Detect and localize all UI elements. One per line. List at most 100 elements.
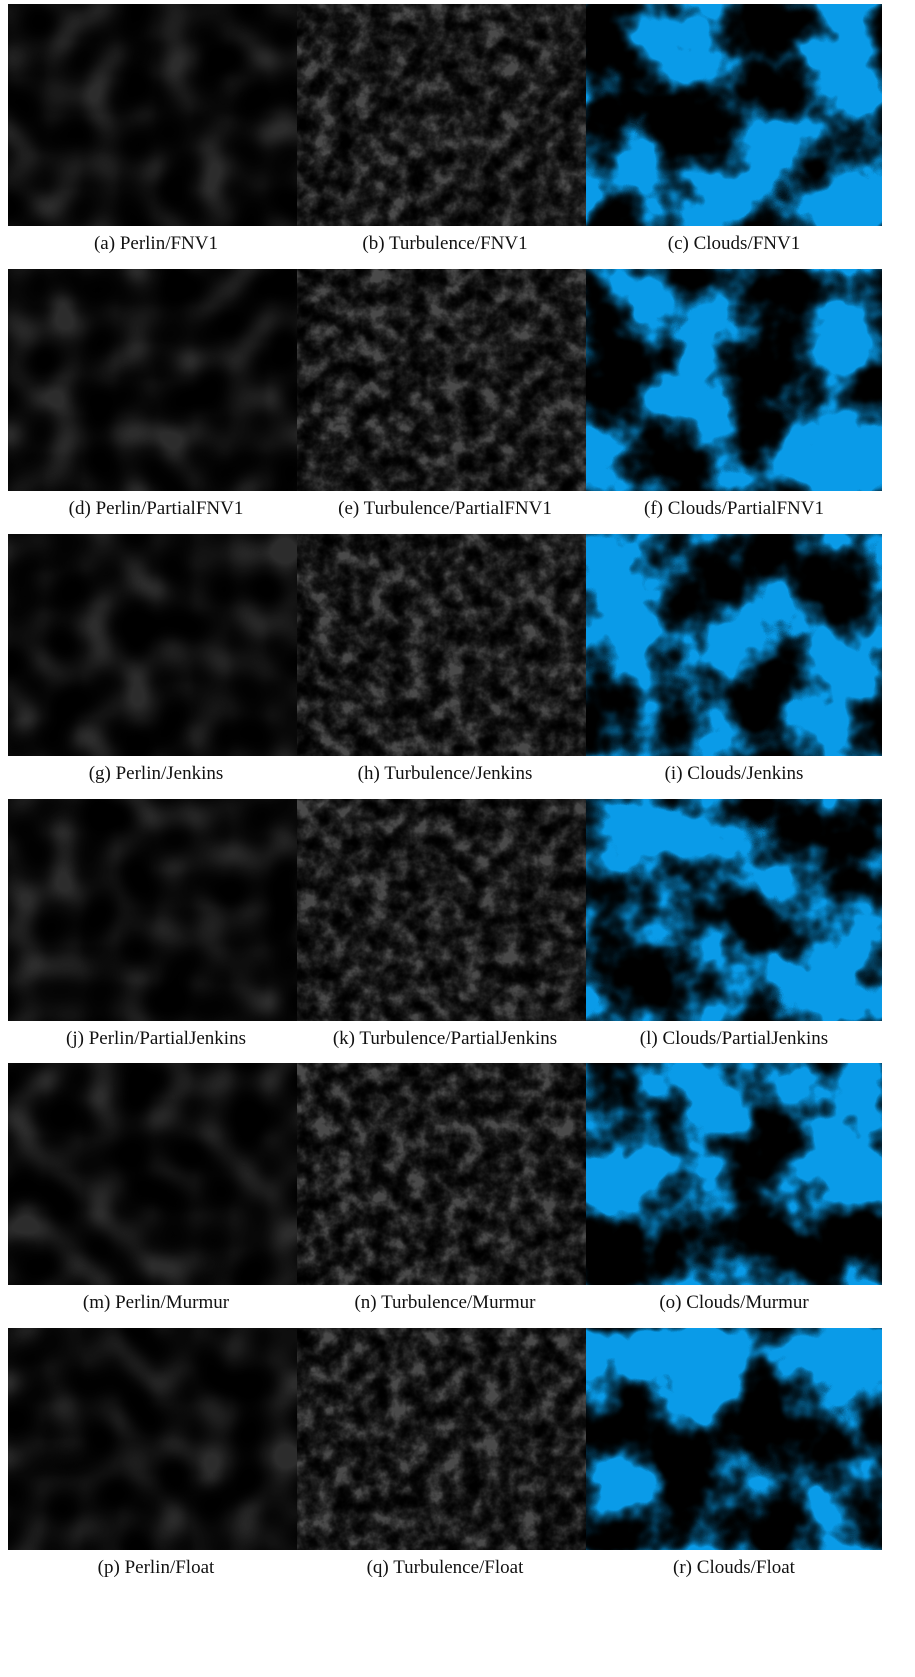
panel-caption-text: Clouds/FNV1 [693,233,801,254]
panel-caption: (a) Perlin/FNV1 [8,233,304,255]
panel-caption-text: Turbulence/PartialFNV1 [363,498,552,519]
noise-layer [8,4,304,226]
noise-layer [8,799,304,1021]
figure-panel-a: (a) Perlin/FNV1 [8,4,304,254]
noise-layer [8,1063,304,1285]
turbulence-noise-image [297,4,593,226]
panel-caption: (f) Clouds/PartialFNV1 [586,498,882,520]
clouds-noise-image [586,4,882,226]
panel-caption: (c) Clouds/FNV1 [586,233,882,255]
panel-label: (k) [332,1028,355,1049]
panel-label: (a) [93,233,116,254]
panel-caption: (i) Clouds/Jenkins [586,763,882,785]
figure-panel-e: (e) Turbulence/PartialFNV1 [297,269,593,519]
perlin-noise-image [8,269,304,491]
panel-caption: (p) Perlin/Float [8,1557,304,1579]
panel-caption-text: Clouds/PartialFNV1 [667,498,824,519]
figure-panel-g: (g) Perlin/Jenkins [8,534,304,784]
panel-caption-text: Clouds/PartialJenkins [662,1028,829,1049]
noise-layer [8,534,304,756]
figure-panel-n: (n) Turbulence/Murmur [297,1063,593,1313]
figure-panel-q: (q) Turbulence/Float [297,1328,593,1578]
panel-label: (q) [366,1557,389,1578]
panel-label: (b) [362,233,385,254]
turbulence-noise-image [297,1063,593,1285]
panel-caption-text: Perlin/Jenkins [115,763,224,784]
panel-caption-text: Perlin/Float [124,1557,215,1578]
panel-caption-text: Turbulence/Jenkins [384,763,533,784]
turbulence-noise-image [297,799,593,1021]
noise-layer [586,269,882,491]
noise-layer [297,1328,593,1550]
noise-layer [297,1063,593,1285]
panel-caption-text: Perlin/PartialJenkins [88,1028,246,1049]
figure-panel-k: (k) Turbulence/PartialJenkins [297,799,593,1049]
panel-caption-text: Perlin/Murmur [115,1292,230,1313]
panel-caption-text: Perlin/PartialFNV1 [95,498,244,519]
panel-caption-text: Clouds/Jenkins [687,763,804,784]
clouds-noise-image [586,1328,882,1550]
noise-layer [297,799,593,1021]
figure-panel-c: (c) Clouds/FNV1 [586,4,882,254]
figure-panel-d: (d) Perlin/PartialFNV1 [8,269,304,519]
noise-layer [586,534,882,756]
noise-layer [297,4,593,226]
perlin-noise-image [8,534,304,756]
perlin-noise-image [8,1063,304,1285]
panel-label: (i) [664,763,683,784]
noise-layer [586,799,882,1021]
figure-panel-m: (m) Perlin/Murmur [8,1063,304,1313]
panel-label: (n) [354,1292,377,1313]
panel-caption: (o) Clouds/Murmur [586,1292,882,1314]
panel-caption-text: Turbulence/Float [393,1557,524,1578]
panel-caption-text: Turbulence/Murmur [381,1292,536,1313]
perlin-noise-image [8,799,304,1021]
panel-label: (c) [667,233,689,254]
figure-panel-b: (b) Turbulence/FNV1 [297,4,593,254]
panel-label: (r) [673,1557,693,1578]
panel-label: (p) [97,1557,120,1578]
turbulence-noise-image [297,534,593,756]
panel-caption: (k) Turbulence/PartialJenkins [297,1028,593,1050]
figure-panel-h: (h) Turbulence/Jenkins [297,534,593,784]
panel-caption: (g) Perlin/Jenkins [8,763,304,785]
panel-caption: (l) Clouds/PartialJenkins [586,1028,882,1050]
clouds-noise-image [586,1063,882,1285]
panel-caption-text: Turbulence/PartialJenkins [359,1028,558,1049]
perlin-noise-image [8,1328,304,1550]
figure-panel-l: (l) Clouds/PartialJenkins [586,799,882,1049]
panel-caption-text: Clouds/Murmur [686,1292,809,1313]
panel-label: (e) [338,498,360,519]
panel-caption: (n) Turbulence/Murmur [297,1292,593,1314]
panel-label: (m) [82,1292,111,1313]
panel-caption-text: Turbulence/FNV1 [388,233,528,254]
panel-label: (d) [68,498,91,519]
turbulence-noise-image [297,1328,593,1550]
turbulence-noise-image [297,269,593,491]
panel-caption: (d) Perlin/PartialFNV1 [8,498,304,520]
noise-layer [297,534,593,756]
panel-caption-text: Perlin/FNV1 [119,233,219,254]
perlin-noise-image [8,4,304,226]
panel-caption: (e) Turbulence/PartialFNV1 [297,498,593,520]
clouds-noise-image [586,269,882,491]
figure-panel-r: (r) Clouds/Float [586,1328,882,1578]
panel-caption: (m) Perlin/Murmur [8,1292,304,1314]
panel-caption: (h) Turbulence/Jenkins [297,763,593,785]
noise-layer [8,1328,304,1550]
noise-layer [586,1328,882,1550]
noise-layer [586,4,882,226]
panel-label: (l) [639,1028,658,1049]
panel-caption: (b) Turbulence/FNV1 [297,233,593,255]
figure-panel-p: (p) Perlin/Float [8,1328,304,1578]
panel-label: (j) [66,1028,84,1049]
panel-label: (h) [357,763,380,784]
figure-panel-i: (i) Clouds/Jenkins [586,534,882,784]
panel-label: (f) [644,498,663,519]
noise-layer [297,269,593,491]
noise-layer [8,269,304,491]
panel-caption: (j) Perlin/PartialJenkins [8,1028,304,1050]
clouds-noise-image [586,534,882,756]
panel-caption: (q) Turbulence/Float [297,1557,593,1579]
